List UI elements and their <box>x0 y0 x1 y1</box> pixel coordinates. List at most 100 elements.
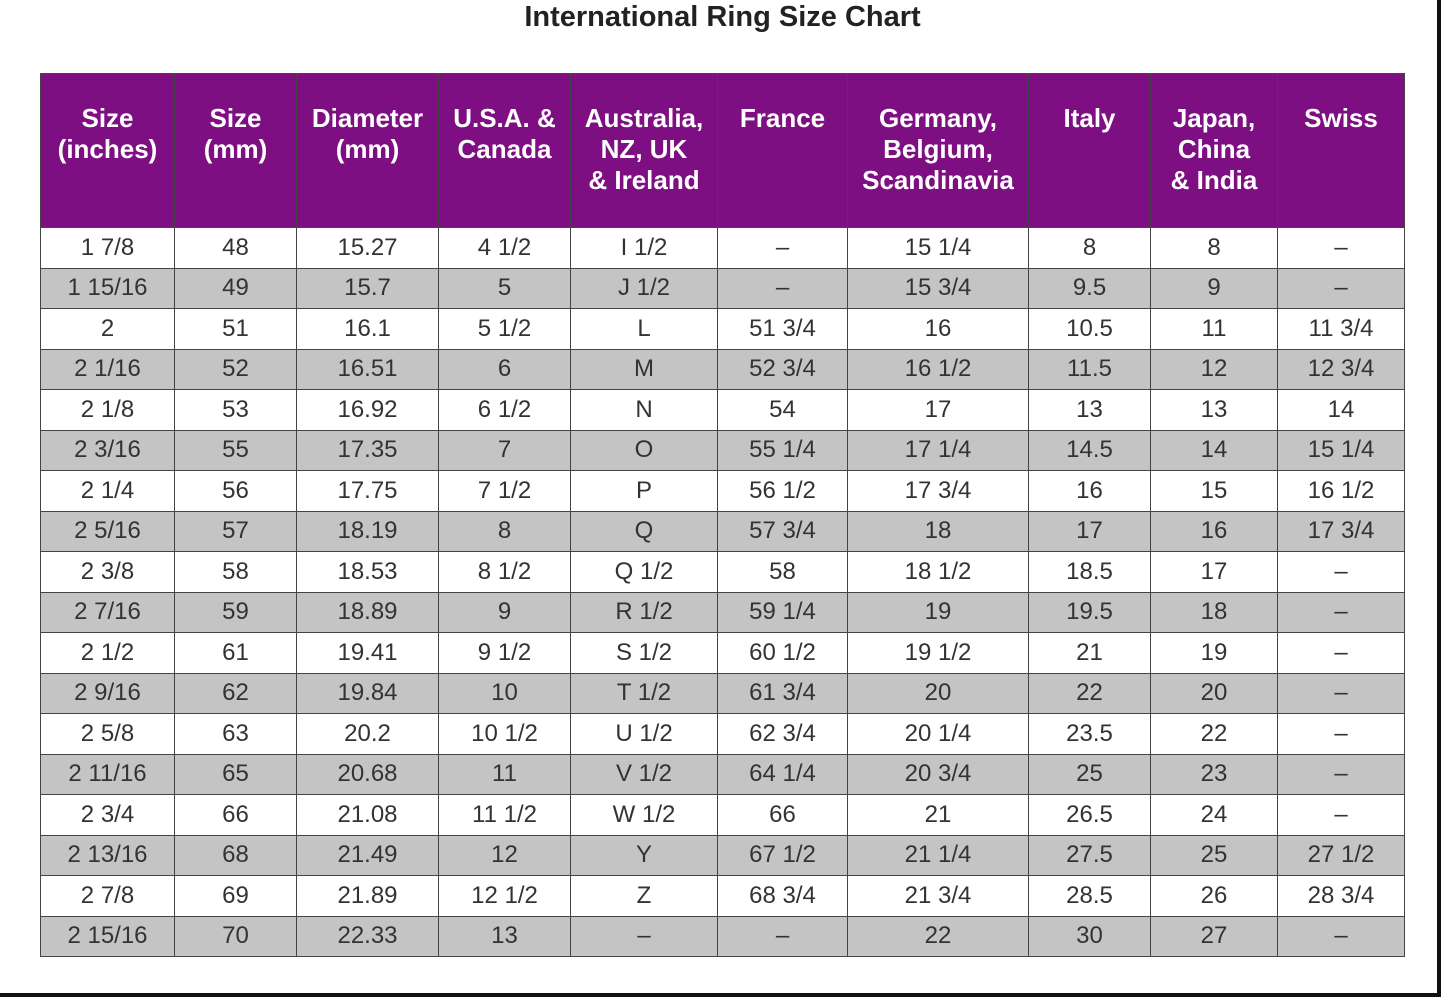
table-cell: 2 1/8 <box>40 389 175 431</box>
table-cell: 21.89 <box>296 875 439 917</box>
table-cell: – <box>1277 551 1405 593</box>
table-cell: 51 <box>174 308 297 350</box>
table-cell: 27.5 <box>1028 834 1151 876</box>
table-cell: 62 3/4 <box>717 713 848 755</box>
table-cell: 2 3/16 <box>40 429 175 471</box>
table-cell: 22 <box>1028 672 1151 714</box>
table-cell: 20 <box>847 672 1029 714</box>
table-cell: 8 1/2 <box>438 551 571 593</box>
header-line: Italy <box>1063 103 1116 133</box>
table-cell: 22 <box>1150 713 1278 755</box>
header-line: France <box>739 103 826 133</box>
table-cell: P <box>570 470 718 512</box>
table-cell: – <box>1277 794 1405 836</box>
table-cell: 2 15/16 <box>40 915 175 957</box>
table-cell: 13 <box>438 915 571 957</box>
table-cell: 22.33 <box>296 915 439 957</box>
header-line: China <box>1177 134 1251 164</box>
table-cell: 25 <box>1028 753 1151 795</box>
table-row: 2 15/16 70 22.33 13– –22 30 27– <box>40 915 1405 957</box>
header-line: & Ireland <box>588 165 700 195</box>
header-line: Diameter <box>311 103 424 133</box>
table-cell: 14 <box>1150 429 1278 471</box>
table-cell: 69 <box>174 875 297 917</box>
table-cell: 21 <box>847 794 1029 836</box>
table-cell: S 1/2 <box>570 632 718 674</box>
table-cell: – <box>717 227 848 269</box>
header-line: Size <box>209 103 262 133</box>
table-row: 2 13/16 68 21.49 12 Y 67 1/2 21 1/4 27.5 25 27 1/… <box>40 834 1405 876</box>
table-cell: 54 <box>717 389 848 431</box>
table-cell: U 1/2 <box>570 713 718 755</box>
table-cell: 17.75 <box>296 470 439 512</box>
header-cell: U.S.A. & Canada <box>438 73 571 228</box>
header-row: Size (inches) Size (mm) Diameter (mm) U.S.A. &… <box>40 73 1405 228</box>
table-cell: 23 <box>1150 753 1278 795</box>
table-cell: J 1/2 <box>570 267 718 309</box>
header-line: NZ, UK <box>600 134 688 164</box>
table-cell: 17.35 <box>296 429 439 471</box>
table-cell: 19 1/2 <box>847 632 1029 674</box>
table-cell: 15.7 <box>296 267 439 309</box>
table-row: 2 5/8 63 20.2 10 1/2 U 1/2 62 3/4 20 1/4 23.5 22… <box>40 713 1405 755</box>
table-cell: 18 <box>1150 591 1278 633</box>
table-row: 2 3/16 55 17.35 7 O 55 1/4 17 1/4 14.5 14 15 1/4 <box>40 429 1405 471</box>
table-cell: – <box>570 915 718 957</box>
table-cell: 16 <box>847 308 1029 350</box>
table-cell: 13 <box>1150 389 1278 431</box>
header-line: Germany, <box>878 103 997 133</box>
table-cell: V 1/2 <box>570 753 718 795</box>
table-cell: 17 3/4 <box>847 470 1029 512</box>
table-cell: 2 <box>40 308 175 350</box>
header-cell: Japan, China & India <box>1150 73 1278 228</box>
table-cell: 2 1/2 <box>40 632 175 674</box>
header-line: Swiss <box>1304 103 1378 133</box>
table-cell: Q 1/2 <box>570 551 718 593</box>
table-cell: 2 5/8 <box>40 713 175 755</box>
table-cell: 15 3/4 <box>847 267 1029 309</box>
table-cell: 2 3/4 <box>40 794 175 836</box>
table-cell: 55 1/4 <box>717 429 848 471</box>
table-cell: T 1/2 <box>570 672 718 714</box>
table-cell: 20.2 <box>296 713 439 755</box>
table-cell: 15 <box>1150 470 1278 512</box>
table-cell: 48 <box>174 227 297 269</box>
table-cell: 1 7/8 <box>40 227 175 269</box>
table-cell: 17 <box>1150 551 1278 593</box>
table-cell: 11 <box>438 753 571 795</box>
table-cell: 2 9/16 <box>40 672 175 714</box>
table-row: 2 1/4 56 17.75 7 1/2 P 56 1/2 17 3/4 16 15 16 1/2 <box>40 470 1405 512</box>
header-cell: Size (mm) <box>174 73 297 228</box>
table-cell: 18.19 <box>296 510 439 552</box>
table-cell: 12 <box>438 834 571 876</box>
table-cell: 25 <box>1150 834 1278 876</box>
table-cell: 21 <box>1028 632 1151 674</box>
table-cell: 2 1/4 <box>40 470 175 512</box>
table-cell: 15.27 <box>296 227 439 269</box>
table-cell: 26.5 <box>1028 794 1151 836</box>
table-cell: 59 <box>174 591 297 633</box>
table-cell: 2 11/16 <box>40 753 175 795</box>
table-cell: 68 3/4 <box>717 875 848 917</box>
table-cell: M <box>570 348 718 390</box>
table-cell: 21.49 <box>296 834 439 876</box>
header-line: & India <box>1170 165 1258 195</box>
table-cell: 6 1/2 <box>438 389 571 431</box>
table-cell: I 1/2 <box>570 227 718 269</box>
table-cell: – <box>1277 713 1405 755</box>
table-cell: – <box>1277 591 1405 633</box>
table-cell: 2 13/16 <box>40 834 175 876</box>
header-cell: Australia, NZ, UK & Ireland <box>570 73 718 228</box>
table-row: 2 51 16.1 5 1/2 L 51 3/4 16 10.5 11 11 3/4 <box>40 308 1405 350</box>
table-cell: 19 <box>847 591 1029 633</box>
table-cell: 20 <box>1150 672 1278 714</box>
table-cell: 64 1/4 <box>717 753 848 795</box>
table-cell: 58 <box>174 551 297 593</box>
table-cell: L <box>570 308 718 350</box>
table-cell: 11 <box>1150 308 1278 350</box>
table-row: 2 9/16 62 19.84 10 T 1/2 61 3/4 20 22 20– <box>40 672 1405 714</box>
table-cell: 52 <box>174 348 297 390</box>
table-cell: 20 3/4 <box>847 753 1029 795</box>
table-cell: 52 3/4 <box>717 348 848 390</box>
